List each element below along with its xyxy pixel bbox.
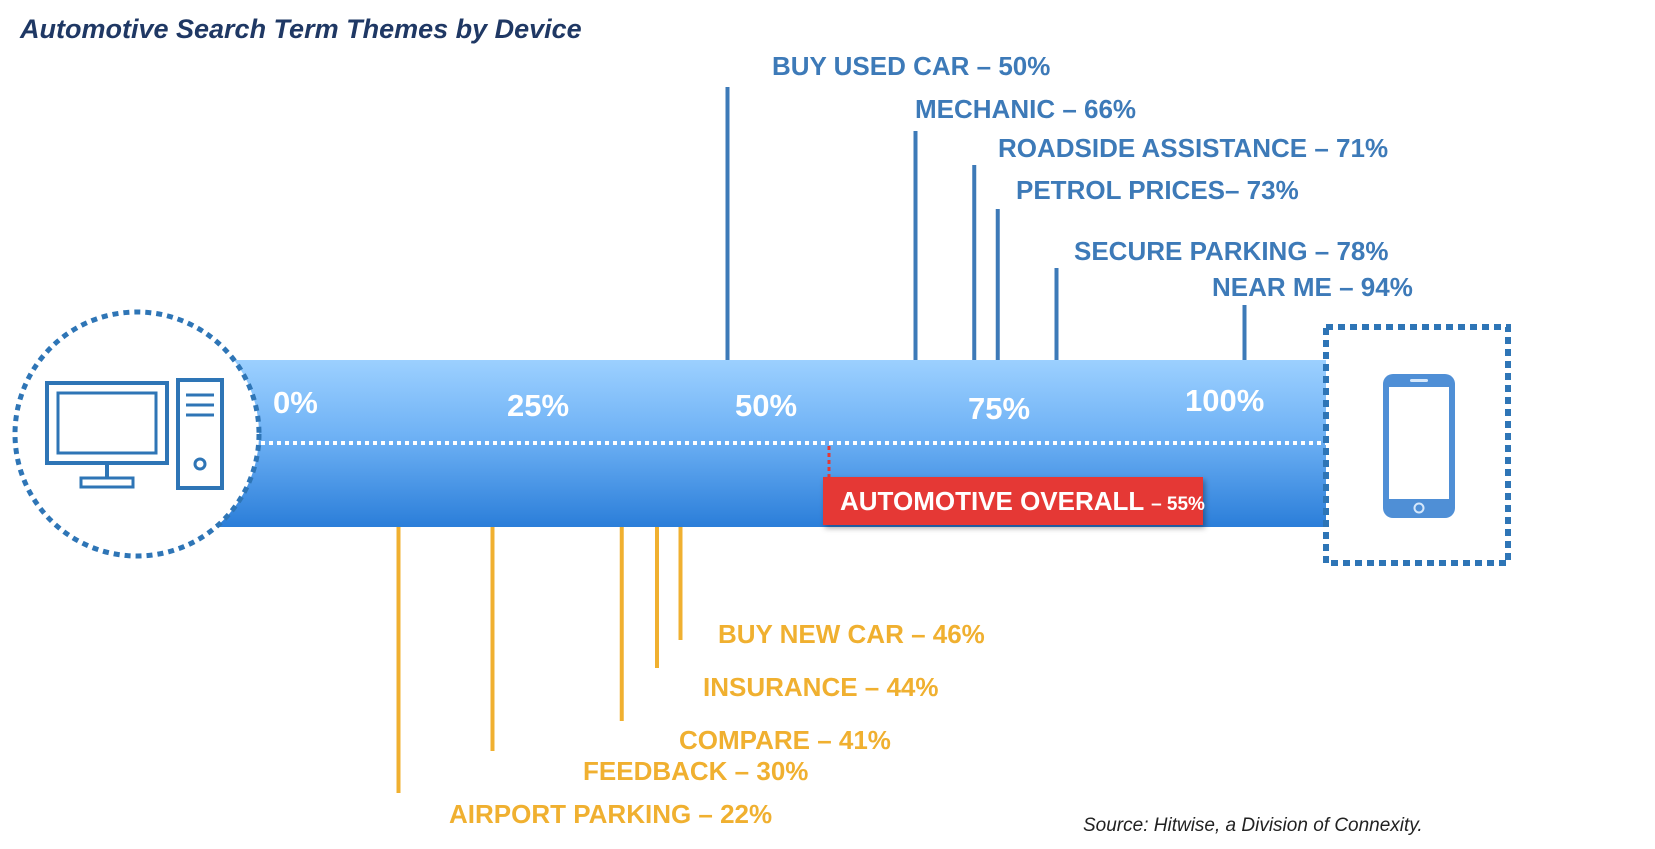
point-label: AIRPORT PARKING – 22% <box>449 799 772 829</box>
axis-tick-label: 0% <box>273 385 318 420</box>
desktop-computer-icon <box>12 309 262 559</box>
axis-tick-label: 75% <box>968 391 1030 426</box>
axis-tick-label: 100% <box>1185 383 1264 418</box>
overall-label: AUTOMOTIVE OVERALL – 55% <box>840 486 1205 516</box>
point-label: PETROL PRICES– 73% <box>1016 175 1299 205</box>
smartphone-icon <box>1323 324 1511 566</box>
point-label: SECURE PARKING – 78% <box>1074 236 1389 266</box>
point-label: COMPARE – 41% <box>679 725 891 755</box>
axis-tick-label: 50% <box>735 388 797 423</box>
axis-tick-label: 25% <box>507 388 569 423</box>
point-label: INSURANCE – 44% <box>703 672 939 702</box>
chart-title: Automotive Search Term Themes by Device <box>20 14 582 44</box>
point-label: BUY USED CAR – 50% <box>772 51 1050 81</box>
point-label: BUY NEW CAR – 46% <box>718 619 985 649</box>
point-label: MECHANIC – 66% <box>915 94 1136 124</box>
point-label: FEEDBACK – 30% <box>583 756 808 786</box>
overall-box <box>823 477 1203 525</box>
point-label: NEAR ME – 94% <box>1212 272 1413 302</box>
source-note: Source: Hitwise, a Division of Connexity… <box>1083 815 1423 836</box>
point-label: ROADSIDE ASSISTANCE – 71% <box>998 133 1388 163</box>
